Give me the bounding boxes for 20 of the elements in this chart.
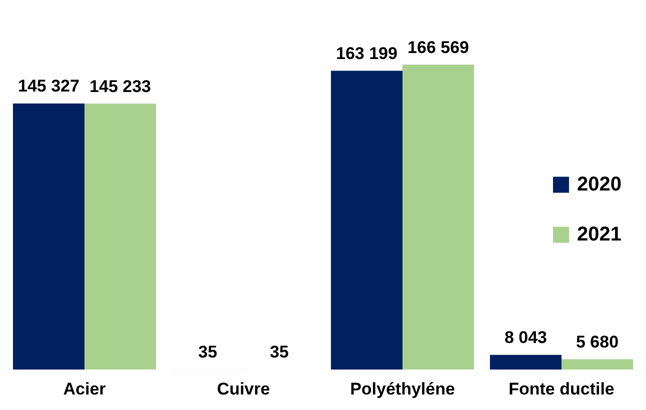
x-tick-label: Polyéthyléne xyxy=(350,379,455,398)
data-label: 8 043 xyxy=(504,328,547,348)
bar xyxy=(12,103,84,370)
bar xyxy=(402,64,474,370)
data-label: 35 xyxy=(270,342,289,362)
bar xyxy=(490,354,562,370)
bar xyxy=(84,104,156,370)
x-tick-label: Fonte ductile xyxy=(508,379,614,398)
bar xyxy=(562,359,634,370)
data-label: 166 569 xyxy=(408,38,469,57)
data-label: 145 327 xyxy=(18,76,80,96)
legend-label: 2020 xyxy=(577,173,622,196)
x-tick-label: Cuivre xyxy=(217,379,270,398)
data-label: 163 199 xyxy=(336,44,398,63)
x-tick-label: Acier xyxy=(63,379,106,398)
data-label: 145 233 xyxy=(90,76,151,96)
bar xyxy=(330,70,402,370)
data-label: 35 xyxy=(198,342,218,362)
data-label: 5 680 xyxy=(576,332,619,352)
legend-label: 2021 xyxy=(577,223,622,246)
